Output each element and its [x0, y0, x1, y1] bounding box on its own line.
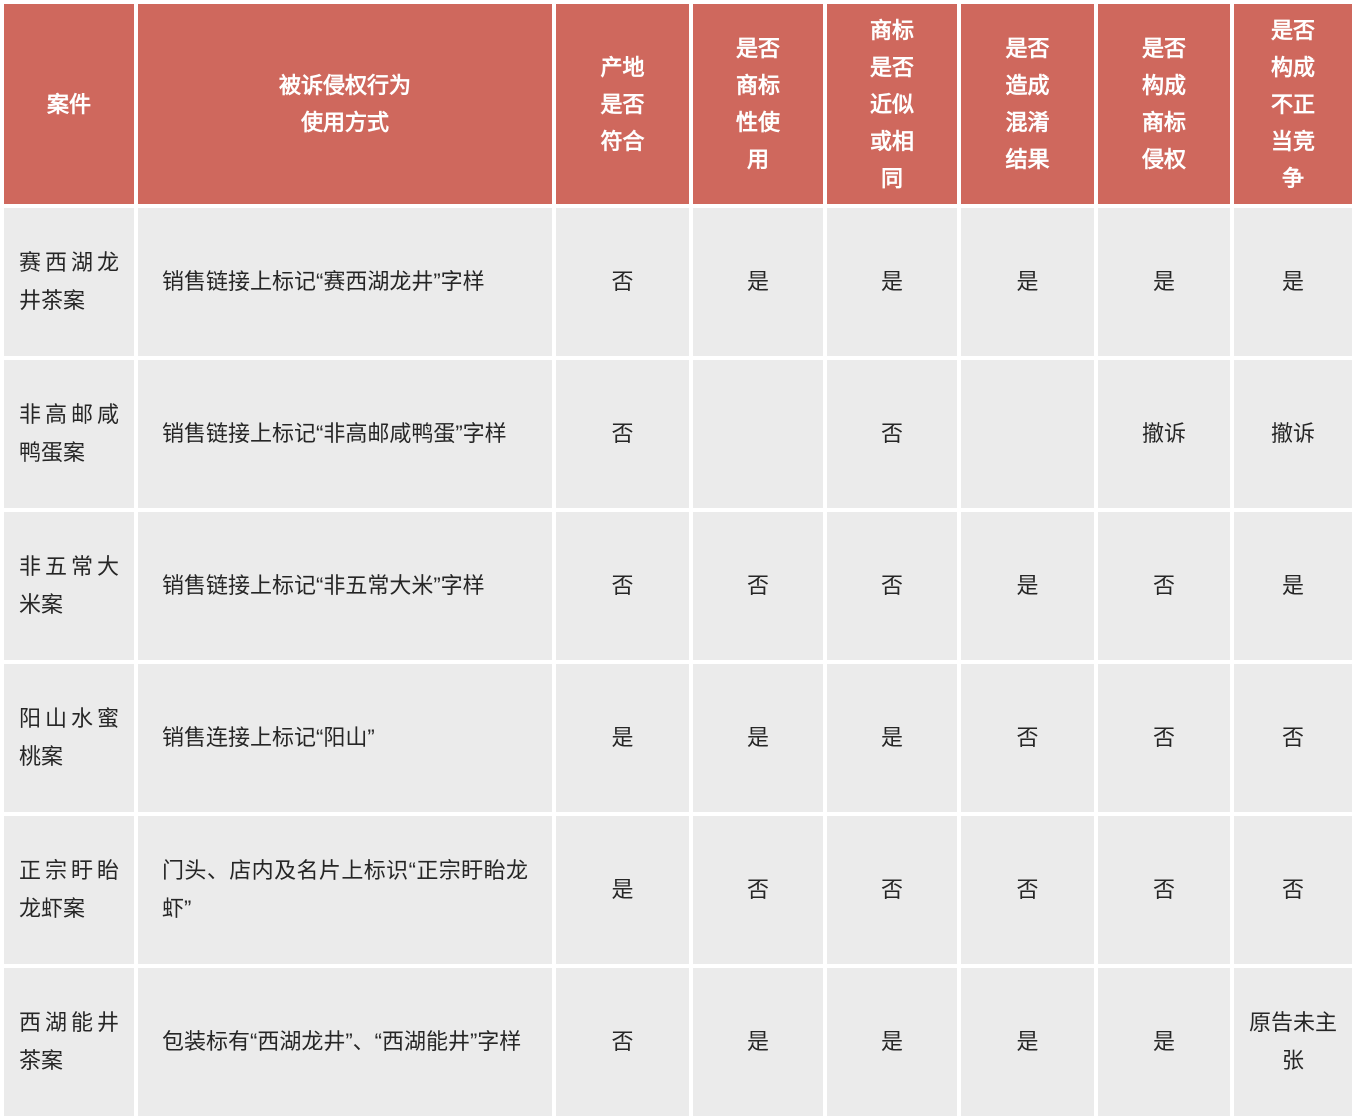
cell-origin-conform: 是	[556, 664, 689, 812]
cell-case: 非五常大米案	[4, 512, 134, 660]
cell-unfair-competition: 是	[1234, 208, 1352, 356]
cell-similar-or-identical: 是	[827, 208, 957, 356]
column-header-trademark-infringement: 是否 构成 商标 侵权	[1098, 4, 1230, 204]
cell-case: 正宗盱眙龙虾案	[4, 816, 134, 964]
cell-similar-or-identical: 否	[827, 512, 957, 660]
table-row: 阳山水蜜桃案 销售连接上标记“阳山” 是 是 是 否 否 否	[4, 664, 1352, 812]
cell-trademark-use: 否	[693, 816, 823, 964]
cell-trademark-infringement: 是	[1098, 968, 1230, 1116]
cell-conduct: 销售链接上标记“非高邮咸鸭蛋”字样	[138, 360, 552, 508]
cell-similar-or-identical: 是	[827, 664, 957, 812]
cell-confusion: 否	[961, 816, 1094, 964]
column-header-trademark-use: 是否 商标 性使 用	[693, 4, 823, 204]
cell-trademark-use: 是	[693, 208, 823, 356]
cell-unfair-competition: 否	[1234, 664, 1352, 812]
column-header-case: 案件	[4, 4, 134, 204]
cell-similar-or-identical: 否	[827, 360, 957, 508]
cell-confusion: 否	[961, 664, 1094, 812]
cell-origin-conform: 否	[556, 512, 689, 660]
cell-case: 非高邮咸鸭蛋案	[4, 360, 134, 508]
cell-similar-or-identical: 是	[827, 968, 957, 1116]
cell-trademark-use: 否	[693, 512, 823, 660]
cell-case: 赛西湖龙井茶案	[4, 208, 134, 356]
cell-trademark-use: 是	[693, 968, 823, 1116]
cell-case: 阳山水蜜桃案	[4, 664, 134, 812]
cell-conduct: 门头、店内及名片上标识“正宗盱眙龙虾”	[138, 816, 552, 964]
column-header-conduct: 被诉侵权行为 使用方式	[138, 4, 552, 204]
table-row: 非高邮咸鸭蛋案 销售链接上标记“非高邮咸鸭蛋”字样 否 否 撤诉 撤诉	[4, 360, 1352, 508]
cell-confusion: 是	[961, 968, 1094, 1116]
column-header-similar-or-identical: 商标 是否 近似 或相 同	[827, 4, 957, 204]
cell-origin-conform: 是	[556, 816, 689, 964]
table-row: 赛西湖龙井茶案 销售链接上标记“赛西湖龙井”字样 否 是 是 是 是 是	[4, 208, 1352, 356]
cell-similar-or-identical: 否	[827, 816, 957, 964]
cell-trademark-infringement: 否	[1098, 816, 1230, 964]
cell-origin-conform: 否	[556, 968, 689, 1116]
cell-trademark-infringement: 是	[1098, 208, 1230, 356]
cell-confusion: 是	[961, 512, 1094, 660]
column-header-confusion: 是否 造成 混淆 结果	[961, 4, 1094, 204]
column-header-unfair-competition: 是否 构成 不正 当竞 争	[1234, 4, 1352, 204]
cell-unfair-competition: 原告未主张	[1234, 968, 1352, 1116]
cell-trademark-infringement: 撤诉	[1098, 360, 1230, 508]
table-row: 西湖能井茶案 包装标有“西湖龙井”、“西湖能井”字样 否 是 是 是 是 原告未…	[4, 968, 1352, 1116]
cell-origin-conform: 否	[556, 360, 689, 508]
cell-trademark-use	[693, 360, 823, 508]
cell-trademark-infringement: 否	[1098, 512, 1230, 660]
cell-conduct: 销售链接上标记“非五常大米”字样	[138, 512, 552, 660]
cell-origin-conform: 否	[556, 208, 689, 356]
table-row: 非五常大米案 销售链接上标记“非五常大米”字样 否 否 否 是 否 是	[4, 512, 1352, 660]
cell-confusion: 是	[961, 208, 1094, 356]
cell-trademark-use: 是	[693, 664, 823, 812]
cell-unfair-competition: 撤诉	[1234, 360, 1352, 508]
cell-case: 西湖能井茶案	[4, 968, 134, 1116]
table-header-row: 案件 被诉侵权行为 使用方式 产地 是否 符合 是否 商标 性使 用 商标 是否…	[4, 4, 1352, 204]
column-header-origin-conform: 产地 是否 符合	[556, 4, 689, 204]
cell-unfair-competition: 否	[1234, 816, 1352, 964]
cell-conduct: 销售连接上标记“阳山”	[138, 664, 552, 812]
cell-conduct: 包装标有“西湖龙井”、“西湖能井”字样	[138, 968, 552, 1116]
cell-trademark-infringement: 否	[1098, 664, 1230, 812]
table-row: 正宗盱眙龙虾案 门头、店内及名片上标识“正宗盱眙龙虾” 是 否 否 否 否 否	[4, 816, 1352, 964]
cell-confusion	[961, 360, 1094, 508]
cell-conduct: 销售链接上标记“赛西湖龙井”字样	[138, 208, 552, 356]
cell-unfair-competition: 是	[1234, 512, 1352, 660]
